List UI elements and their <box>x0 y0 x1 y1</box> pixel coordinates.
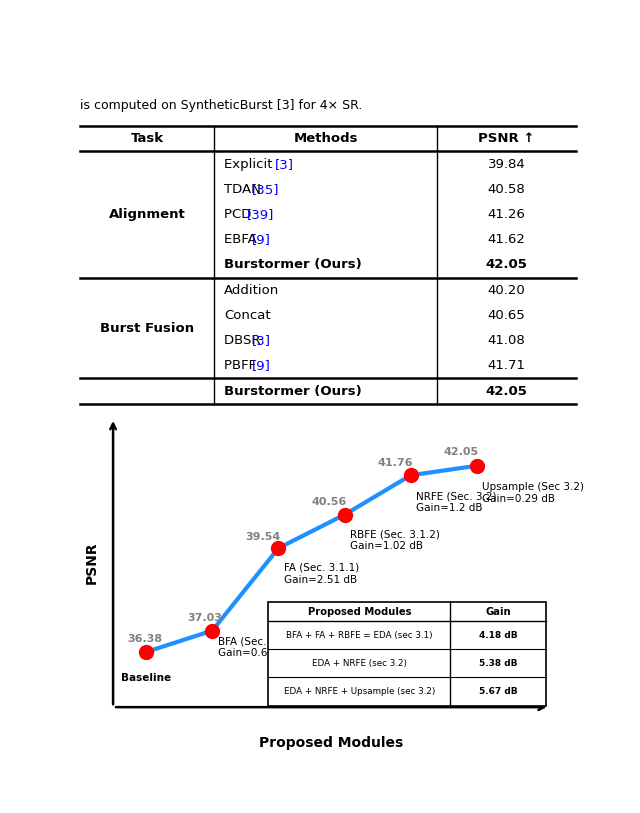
Text: [3]: [3] <box>275 158 294 171</box>
FancyBboxPatch shape <box>269 602 546 706</box>
Text: 36.38: 36.38 <box>127 634 163 644</box>
Text: RBFE (Sec. 3.1.2)
Gain=1.02 dB: RBFE (Sec. 3.1.2) Gain=1.02 dB <box>350 529 440 551</box>
Text: is computed on SyntheticBurst [3] for 4× SR.: is computed on SyntheticBurst [3] for 4×… <box>80 99 362 112</box>
Text: TDAN: TDAN <box>224 183 265 196</box>
Text: FA (Sec. 3.1.1)
Gain=2.51 dB: FA (Sec. 3.1.1) Gain=2.51 dB <box>284 563 359 585</box>
Text: Baseline: Baseline <box>121 673 171 683</box>
Text: Methods: Methods <box>293 133 358 146</box>
Text: 40.20: 40.20 <box>488 284 525 297</box>
Text: DBSR: DBSR <box>224 334 264 347</box>
Text: Alignment: Alignment <box>109 208 186 221</box>
Text: Explicit: Explicit <box>224 158 276 171</box>
Text: 42.05: 42.05 <box>444 446 479 457</box>
Text: 5.38 dB: 5.38 dB <box>479 659 518 667</box>
Text: [9]: [9] <box>252 359 271 372</box>
Text: EDA + NRFE (sec 3.2): EDA + NRFE (sec 3.2) <box>312 659 407 667</box>
Point <box>406 469 416 482</box>
Point <box>339 508 349 521</box>
Text: 40.56: 40.56 <box>312 498 347 507</box>
Text: [3]: [3] <box>252 334 271 347</box>
Text: Addition: Addition <box>224 284 279 297</box>
Point <box>273 541 284 554</box>
Text: 41.62: 41.62 <box>488 233 525 246</box>
Text: NRFE (Sec. 3.2)
Gain=1.2 dB: NRFE (Sec. 3.2) Gain=1.2 dB <box>416 492 497 513</box>
Text: BFA + FA + RBFE = EDA (sec 3.1): BFA + FA + RBFE = EDA (sec 3.1) <box>286 631 433 640</box>
Text: PBFF: PBFF <box>224 359 260 372</box>
Text: 42.05: 42.05 <box>486 259 527 272</box>
Text: 40.58: 40.58 <box>488 183 525 196</box>
Text: 5.67 dB: 5.67 dB <box>479 687 518 696</box>
Text: 41.26: 41.26 <box>488 208 525 221</box>
Text: 41.08: 41.08 <box>488 334 525 347</box>
Text: PCD: PCD <box>224 208 255 221</box>
Text: 40.65: 40.65 <box>488 309 525 322</box>
Text: Gain: Gain <box>486 606 511 616</box>
Text: 41.76: 41.76 <box>378 458 413 468</box>
Text: PSNR ↑: PSNR ↑ <box>478 133 535 146</box>
Text: 42.05: 42.05 <box>486 385 527 398</box>
Text: 41.71: 41.71 <box>488 359 525 372</box>
Text: Burstormer (Ours): Burstormer (Ours) <box>224 259 362 272</box>
Text: BFA (Sec. 3.1.1)
Gain=0.65 dB: BFA (Sec. 3.1.1) Gain=0.65 dB <box>218 637 300 659</box>
Point <box>207 624 218 637</box>
Text: EBFA: EBFA <box>224 233 261 246</box>
Point <box>472 459 482 472</box>
Text: Task: Task <box>131 133 164 146</box>
Text: Concat: Concat <box>224 309 271 322</box>
Text: Proposed Modules: Proposed Modules <box>259 737 403 750</box>
Text: Proposed Modules: Proposed Modules <box>308 606 411 616</box>
Text: Burst Fusion: Burst Fusion <box>100 321 194 334</box>
Text: Upsample (Sec 3.2)
Gain=0.29 dB: Upsample (Sec 3.2) Gain=0.29 dB <box>482 482 584 504</box>
Text: 39.54: 39.54 <box>245 532 280 541</box>
Text: PSNR: PSNR <box>85 541 99 584</box>
Text: 4.18 dB: 4.18 dB <box>479 631 518 640</box>
Text: [35]: [35] <box>252 183 280 196</box>
Point <box>141 646 151 659</box>
Text: Burstormer (Ours): Burstormer (Ours) <box>224 385 362 398</box>
Text: 39.84: 39.84 <box>488 158 525 171</box>
Text: EDA + NRFE + Upsample (sec 3.2): EDA + NRFE + Upsample (sec 3.2) <box>284 687 435 696</box>
Text: [9]: [9] <box>252 233 271 246</box>
Text: 37.03: 37.03 <box>187 613 222 624</box>
Text: [39]: [39] <box>246 208 274 221</box>
